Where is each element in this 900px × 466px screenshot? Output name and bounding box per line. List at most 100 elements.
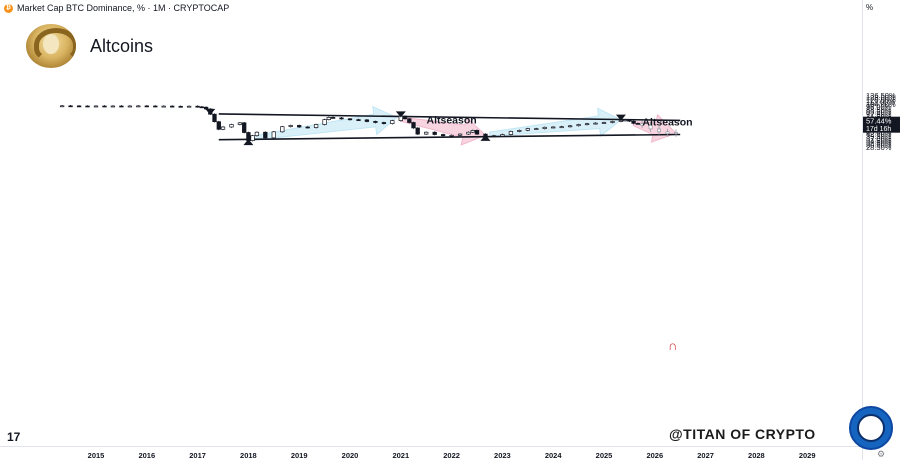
projection-candle [648,124,653,130]
x-tick-label: 2029 [799,451,816,460]
candle [407,118,412,124]
annotation-altseason: Altseason [642,116,692,128]
candle-body [373,121,378,123]
candle-body [250,135,255,141]
candle-body [288,125,293,127]
candle [220,126,226,131]
settings-icon[interactable]: ⚙ [877,449,886,459]
candle-body [153,105,158,108]
candle [576,123,581,127]
candle [457,133,463,137]
y-tick-label: 120.00% [866,95,896,104]
candle [390,119,395,125]
candle [271,130,276,139]
candle-body [470,130,475,133]
candle-body [567,125,573,128]
candle [59,104,65,108]
candle [635,122,641,125]
y-tick-label: 77.50% [866,110,892,119]
x-tick-label: 2018 [240,451,257,460]
candle [440,133,446,137]
pivot-marker-down [205,108,216,115]
chart-header: ₿ Market Cap BTC Dominance, % · 1M · CRY… [0,0,862,16]
price-chart[interactable]: Altseason Altseason [0,16,862,446]
candle-body [178,105,183,108]
candle [593,122,598,125]
y-tick-label: 104.00% [866,100,896,109]
candle [170,105,175,108]
candle-body [525,128,530,131]
trendline-upper [218,113,681,122]
candle [610,120,615,124]
candle-body [68,105,73,108]
trend-arrow-down-1 [399,116,487,146]
candle-body [313,124,319,128]
candle-body [381,122,387,124]
candle [347,118,353,121]
candle-body [627,119,632,122]
candle [364,119,370,123]
axis-unit-label: % [866,3,874,12]
author-name: Altcoins [90,35,154,56]
candle [212,113,217,123]
candle [534,127,539,130]
current-price-value: 57.44% [866,117,892,126]
x-tick-label: 2027 [697,451,714,460]
candle [470,129,475,134]
pivot-marker-up [243,139,254,146]
candle [263,131,268,139]
candle [199,106,204,109]
candle [93,105,99,108]
candle [250,134,255,142]
candle-body [242,122,247,133]
x-tick-label: 2025 [596,451,613,460]
candle-body [432,131,437,135]
candle-body [136,105,141,108]
candle [339,117,344,120]
candle [631,120,636,125]
candle [136,105,141,108]
candle-body [322,119,327,125]
candle-body [347,118,353,121]
candle [627,119,632,123]
candle-body [610,121,615,123]
magnet-icon[interactable]: ∩ [668,338,678,353]
candle-body [411,122,416,129]
y-tick-label: 30.50% [866,141,892,150]
candle-body [237,122,243,125]
candle [381,121,387,125]
author-brand: Altcoins [26,24,153,68]
candle-body [254,131,260,137]
y-tick-label: 128.00% [866,93,896,102]
watermark-logo [849,406,893,450]
candle-body [212,113,217,123]
x-tick-label: 2026 [646,451,663,460]
y-tick-label: 28.50% [866,143,892,152]
candle [424,131,429,135]
tradingview-logo[interactable]: 17 [7,430,21,444]
y-tick-label: 34.50% [866,137,892,146]
candle-body [127,105,133,108]
bar-countdown: 17d 16h [866,126,891,133]
candle [186,105,192,108]
candle-body [559,126,564,129]
x-tick-label: 2016 [138,451,155,460]
candle-body [635,123,641,125]
time-axis[interactable]: 2015 2016 2017 2018 2019 2020 2021 2022 2023 2024… [0,446,862,461]
projection-candle [640,123,645,126]
candle-body [220,126,226,130]
symbol-title[interactable]: Market Cap BTC Dominance, % · 1M · CRYPT… [17,3,230,13]
candle [551,126,556,129]
candle [402,115,408,120]
x-tick-label: 2015 [88,451,105,460]
candle-body [508,131,514,135]
x-tick-label: 2017 [189,451,206,460]
candle-body [59,105,65,108]
price-axis[interactable]: 136.50% 128.00% 120.00% 112.00% 104.00% 96.00… [862,0,900,460]
candle-body [102,105,107,108]
trend-arrow-up-0 [247,105,398,142]
candle-body [85,105,90,108]
candle [474,129,480,135]
candle [229,123,234,128]
candle [601,121,607,124]
